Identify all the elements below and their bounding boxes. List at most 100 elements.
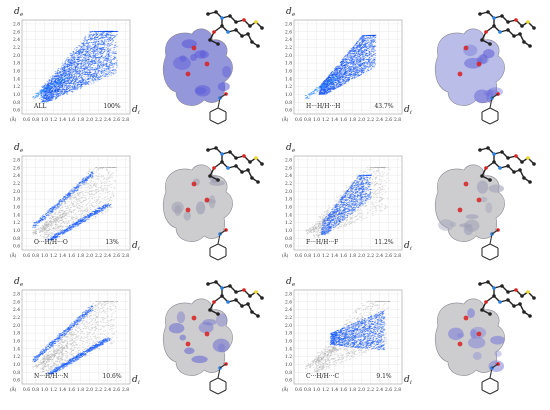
surface-patch (191, 355, 208, 364)
surface-patch (488, 360, 505, 372)
x-tick-label: 2.2 (367, 388, 374, 393)
x-tick-label: 1.4 (331, 118, 338, 123)
x-tick-label: 2.4 (104, 118, 111, 123)
x-tick-label: 2.0 (86, 254, 93, 259)
fingerprint-svg: 0.60.81.01.21.41.61.82.02.22.42.62.80.6 0… (10, 7, 140, 123)
surface-patch (467, 308, 475, 319)
x-tick-label: 0.6 (23, 254, 30, 259)
x-tick-label: 1.8 (77, 388, 84, 393)
neighbour-molecule (209, 92, 228, 125)
surface-svg (163, 10, 264, 125)
surface-patch (174, 204, 182, 217)
y-axis-title: d (14, 7, 20, 17)
y-tick-label: 2.2 (13, 316, 20, 321)
molecule-ball-and-stick (206, 146, 264, 184)
hirshfeld-surface-shape (163, 298, 233, 376)
x-tick-label: 2.6 (385, 118, 392, 123)
y-tick-label: 1.4 (285, 347, 292, 352)
neighbour-molecule (481, 228, 500, 261)
y-tick-label: 1.4 (13, 77, 20, 82)
y-tick-label: 1.2 (285, 221, 292, 226)
surface-patch (476, 180, 489, 194)
red-contact-spot (457, 71, 463, 77)
y-tick-label: 1.2 (285, 85, 292, 90)
y-tick-label: 2.4 (13, 308, 20, 313)
y-tick-label: 2.0 (285, 190, 292, 195)
y-tick-label: 1.0 (13, 229, 20, 234)
x-tick-label: 0.6 (295, 254, 302, 259)
y-tick-label: 2.0 (285, 54, 292, 59)
fingerprint-svg: 0.60.81.01.21.41.61.82.02.22.42.62.80.6 0… (282, 277, 412, 393)
surface-patch (222, 65, 232, 78)
x-tick-label: 2.0 (86, 118, 93, 123)
y-tick-label: 1.6 (285, 339, 292, 344)
surface-patch (183, 211, 191, 221)
x-tick-label: 0.8 (304, 388, 311, 393)
x-tick-label: 2.8 (394, 254, 401, 259)
plot-frame (21, 155, 131, 251)
y-tick-label: 0.6 (285, 245, 292, 250)
x-axis-title: d (404, 375, 410, 385)
fingerprint-svg: 0.60.81.01.21.41.61.82.02.22.42.62.80.6 0… (282, 143, 412, 259)
x-tick-label: 2.2 (95, 388, 102, 393)
red-contact-spot (463, 315, 469, 321)
neighbour-molecule (481, 362, 500, 395)
x-tick-label: 0.8 (304, 118, 311, 123)
y-axis-title: d (286, 143, 292, 153)
surface-patch (465, 214, 479, 220)
x-tick-label: 0.8 (32, 388, 39, 393)
x-axis-subscript: i (138, 110, 140, 116)
y-tick-label: 2.6 (285, 300, 292, 305)
y-tick-label: 2.8 (285, 22, 292, 27)
surface-patch (179, 55, 187, 62)
x-tick-label: 2.4 (376, 118, 383, 123)
x-tick-label: 2.8 (122, 118, 129, 123)
contact-label: F···H/H···F (306, 239, 338, 246)
y-tick-label: 2.8 (285, 158, 292, 163)
fingerprint-svg: 0.60.81.01.21.41.61.82.02.22.42.62.80.6 0… (10, 143, 140, 259)
y-tick-label: 2.4 (13, 38, 20, 43)
y-axis-title: d (286, 7, 292, 17)
red-contact-spot (204, 331, 210, 337)
percent-label: 13% (105, 239, 119, 246)
y-tick-label: 1.8 (13, 62, 20, 67)
x-tick-label: 1.6 (340, 388, 347, 393)
x-tick-label: 2.6 (113, 118, 120, 123)
plot-frame (21, 19, 131, 115)
molecule-ball-and-stick (478, 10, 536, 48)
x-axis-title: d (132, 375, 138, 385)
unit-label: (Å) (282, 253, 289, 258)
y-tick-label: 2.4 (285, 308, 292, 313)
x-tick-label: 1.6 (68, 118, 75, 123)
y-axis-title: d (14, 277, 20, 287)
x-tick-label: 1.2 (50, 254, 57, 259)
y-tick-label: 1.0 (13, 93, 20, 98)
surface-patch (176, 311, 186, 324)
y-tick-label: 1.8 (13, 198, 20, 203)
hirshfeld-surface-shape (163, 28, 233, 106)
y-tick-label: 2.0 (13, 324, 20, 329)
molecule-ball-and-stick (206, 280, 264, 318)
surface-patch (448, 327, 464, 341)
surface-svg (435, 10, 536, 125)
y-tick-label: 2.0 (13, 190, 20, 195)
y-tick-label: 1.4 (285, 213, 292, 218)
red-contact-spot (191, 45, 197, 51)
x-tick-label: 0.6 (23, 388, 30, 393)
x-axis-subscript: i (410, 110, 412, 116)
surface-svg (163, 280, 264, 395)
red-contact-spot (185, 341, 191, 347)
y-axis-subscript: e (292, 12, 296, 18)
surface-patch (463, 224, 474, 236)
y-tick-label: 2.6 (285, 30, 292, 35)
percent-label: 11.2% (374, 239, 393, 246)
x-tick-label: 1.2 (322, 388, 329, 393)
hirshfeld-surface-c-h (424, 274, 544, 404)
y-tick-label: 1.2 (13, 221, 20, 226)
hirshfeld-surface-h-h (424, 4, 544, 134)
percent-label: 9.1% (376, 373, 392, 380)
y-tick-label: 2.4 (285, 38, 292, 43)
y-axis-subscript: e (292, 148, 296, 154)
surface-patch (468, 336, 486, 349)
y-tick-label: 1.0 (285, 363, 292, 368)
